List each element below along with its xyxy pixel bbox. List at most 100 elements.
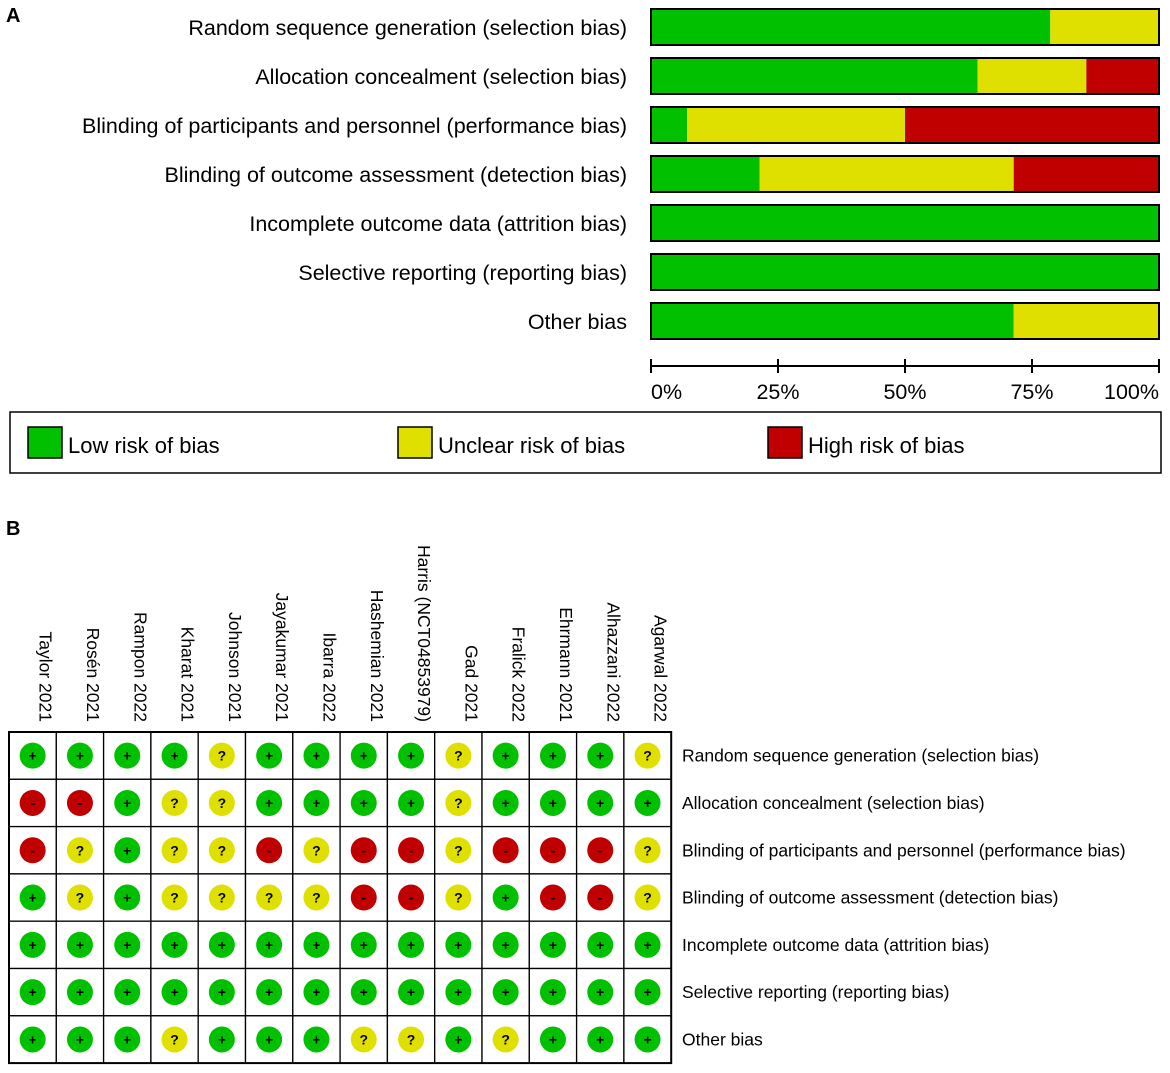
judgement-dot-5-9 [445,979,472,1006]
judgement-symbol-4-7: + [360,937,368,953]
bar-segment-5-0 [651,254,1159,290]
judgement-symbol-3-8: - [409,890,414,906]
judgement-dot-3-10 [492,884,519,911]
judgement-symbol-3-5: ? [265,890,274,906]
study-label-5: Jayakumar 2021 [272,593,292,722]
bar-segment-2-0 [651,107,688,143]
judgement-dot-3-2 [114,884,141,911]
judgement-dot-0-3 [161,742,188,769]
judgement-symbol-3-3: ? [170,890,179,906]
judgement-dot-3-0 [19,884,46,911]
judgement-symbol-3-11: - [551,890,556,906]
judgement-symbol-0-12: + [596,748,604,764]
judgement-dot-3-4 [208,884,235,911]
judgement-symbol-4-4: + [218,937,226,953]
judgement-symbol-6-12: + [596,1031,604,1047]
row-label-6: Other bias [528,310,627,334]
judgement-symbol-5-6: + [312,984,320,1000]
bar-segment-1-0 [651,58,978,94]
judgement-symbol-3-12: - [598,890,603,906]
judgement-symbol-6-2: + [123,1031,131,1047]
judgement-dot-1-1 [66,789,93,816]
judgement-dot-4-2 [114,931,141,958]
judgement-symbol-5-12: + [596,984,604,1000]
bar-outline-0 [650,8,1160,46]
judgement-symbol-2-7: - [361,842,366,858]
judgement-dot-0-5 [256,742,283,769]
judgement-symbol-2-0: - [30,842,35,858]
bar-segment-0-1 [1050,9,1159,45]
judgement-dot-6-3 [161,1026,188,1053]
judgement-symbol-6-8: ? [407,1031,416,1047]
judgement-symbol-4-13: + [643,937,651,953]
judgement-dot-6-10 [492,1026,519,1053]
judgement-symbol-0-10: + [502,748,510,764]
judgement-dot-0-13 [634,742,661,769]
judgement-symbol-3-6: ? [312,890,321,906]
judgement-dot-0-2 [114,742,141,769]
domain-label-3: Blinding of outcome assessment (detectio… [682,888,1058,908]
judgement-symbol-6-1: + [76,1031,84,1047]
risk-of-bias-graph: Random sequence generation (selection bi… [82,8,1160,404]
judgement-symbol-1-1: - [78,795,83,811]
judgement-symbol-2-9: ? [454,842,463,858]
bar-segment-0-0 [651,9,1051,45]
judgement-symbol-2-6: ? [312,842,321,858]
judgement-dot-2-7 [350,837,377,864]
judgement-dot-3-8 [398,884,425,911]
judgement-symbol-6-3: ? [170,1031,179,1047]
legend-label-2: High risk of bias [808,433,965,458]
judgement-dot-5-10 [492,979,519,1006]
judgement-dot-5-8 [398,979,425,1006]
judgement-dot-4-12 [587,931,614,958]
judgement-dot-1-0 [19,789,46,816]
judgement-dot-5-5 [256,979,283,1006]
judgement-symbol-1-2: + [123,795,131,811]
judgement-dot-3-1 [66,884,93,911]
cell-1-8 [386,778,436,828]
judgement-symbol-4-10: + [502,937,510,953]
study-label-1: Rosén 2021 [83,628,103,722]
judgement-symbol-6-10: ? [501,1031,510,1047]
judgement-dot-5-4 [208,979,235,1006]
x-tick-label-3: 75% [1010,380,1053,404]
judgement-symbol-5-9: + [454,984,462,1000]
judgement-symbol-1-7: + [360,795,368,811]
judgement-dot-1-2 [114,789,141,816]
judgement-symbol-6-11: + [549,1031,557,1047]
judgement-symbol-3-0: + [29,890,37,906]
judgement-dot-1-13 [634,789,661,816]
study-label-12: Alhazzani 2022 [603,602,623,722]
judgement-symbol-1-5: + [265,795,273,811]
judgement-dot-5-2 [114,979,141,1006]
study-label-3: Kharat 2021 [178,627,198,722]
judgement-symbol-0-13: ? [643,748,652,764]
judgement-symbol-0-3: + [170,748,178,764]
judgement-symbol-5-8: + [407,984,415,1000]
bar-segment-3-1 [759,156,1014,192]
judgement-symbol-3-9: ? [454,890,463,906]
judgement-dot-3-11 [539,884,566,911]
judgement-dot-2-5 [256,837,283,864]
judgement-dot-6-9 [445,1026,472,1053]
bar-outline-2 [650,106,1160,144]
judgement-dot-1-4 [208,789,235,816]
judgement-dot-6-0 [19,1026,46,1053]
judgement-symbol-5-4: + [218,984,226,1000]
domain-label-6: Other bias [682,1029,763,1049]
judgement-dot-3-3 [161,884,188,911]
legend-swatch-1 [397,426,433,459]
judgement-dot-2-0 [19,837,46,864]
judgement-dot-3-9 [445,884,472,911]
bar-segment-2-2 [905,107,1159,143]
judgement-symbol-4-1: + [76,937,84,953]
judgement-symbol-4-8: + [407,937,415,953]
judgement-symbol-4-12: + [596,937,604,953]
judgement-dot-0-8 [398,742,425,769]
judgement-symbol-5-2: + [123,984,131,1000]
judgement-dot-1-7 [350,789,377,816]
judgement-symbol-6-0: + [29,1031,37,1047]
judgement-symbol-2-8: - [409,842,414,858]
judgement-dot-0-6 [303,742,330,769]
